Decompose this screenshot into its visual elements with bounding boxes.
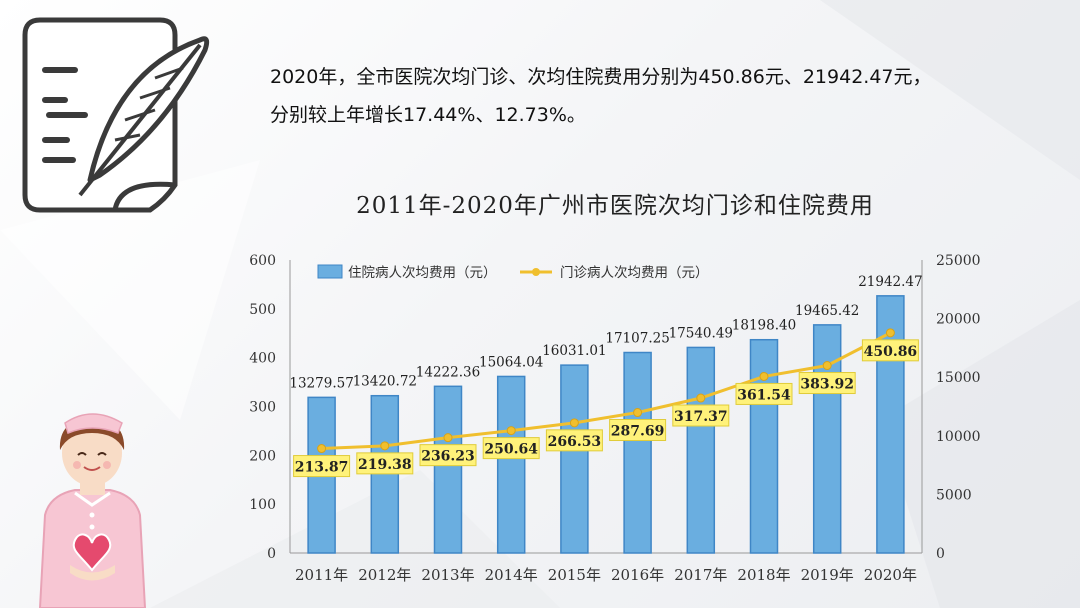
legend-line-marker (532, 268, 540, 276)
x-tick-label: 2015年 (548, 566, 601, 584)
legend-bar-label: 住院病人次均费用（元） (348, 265, 497, 281)
y-left-tick-label: 0 (267, 546, 276, 562)
x-tick-label: 2011年 (295, 566, 348, 584)
line-value-label-box (735, 382, 793, 405)
line-value-label: 219.38 (358, 457, 412, 473)
line-point (633, 408, 643, 418)
bar-value-label: 21942.47 (858, 274, 922, 290)
bar-value-label: 17540.49 (669, 325, 733, 341)
y-left-tick-label: 400 (249, 351, 276, 367)
bar-value-label: 17107.25 (605, 331, 669, 347)
line-value-label-box (482, 437, 540, 460)
line-point (569, 418, 579, 428)
notepad-feather-icon (22, 17, 210, 213)
x-tick-label: 2019年 (801, 566, 854, 584)
line-value-label-box (356, 452, 414, 475)
line-value-label: 317.37 (674, 409, 728, 425)
line-value-label: 250.64 (484, 442, 538, 458)
y-right-tick-label: 25000 (936, 253, 981, 269)
y-right-tick-label: 20000 (936, 312, 981, 328)
y-left-tick-label: 300 (249, 400, 276, 416)
line-value-label-box (609, 419, 667, 442)
line-point (443, 433, 453, 443)
intro-line-1: 2020年，全市医院次均门诊、次均住院费用分别为450.86元、21942.47… (270, 66, 932, 88)
line-value-label-box (293, 455, 351, 478)
x-tick-label: 2020年 (864, 566, 917, 584)
line-value-label-box (419, 444, 477, 467)
bar-value-label: 13420.72 (353, 374, 417, 390)
line-value-label: 287.69 (611, 424, 665, 440)
y-left-tick-label: 100 (249, 497, 276, 513)
x-tick-label: 2017年 (674, 566, 727, 584)
y-right-tick-label: 10000 (936, 429, 981, 445)
bar-value-label: 19465.42 (795, 303, 859, 319)
x-tick-label: 2014年 (485, 566, 538, 584)
line-point (506, 426, 516, 436)
y-left-tick-label: 500 (249, 302, 276, 318)
bar-value-label: 18198.40 (732, 318, 796, 334)
line-value-label-box (798, 372, 856, 395)
line-point (822, 361, 832, 371)
legend-bar-swatch (317, 264, 343, 279)
legend-line-label: 门诊病人次均费用（元） (560, 265, 709, 281)
line-series (321, 331, 892, 451)
line-value-label: 383.92 (800, 377, 854, 393)
intro-line-2: 分别较上年增长17.44%、12.73%。 (270, 104, 586, 126)
bar-value-label: 14222.36 (416, 364, 480, 380)
x-tick-label: 2013年 (421, 566, 474, 584)
x-tick-label: 2016年 (611, 566, 664, 584)
line-point (885, 328, 895, 338)
intro-text: 2020年，全市医院次均门诊、次均住院费用分别为450.86元、21942.47… (270, 58, 1050, 134)
bar-value-label: 13279.57 (289, 375, 353, 391)
bar (686, 346, 716, 554)
line-point (380, 441, 390, 451)
bar-value-label: 15064.04 (479, 354, 543, 370)
line-value-label-box (861, 339, 919, 362)
line-value-label: 213.87 (295, 460, 349, 476)
y-right-tick-label: 5000 (936, 487, 972, 503)
bar (749, 338, 779, 554)
bar-value-label: 16031.01 (542, 343, 606, 359)
y-right-tick-label: 15000 (936, 370, 981, 386)
line-value-label: 266.53 (548, 434, 602, 450)
line-value-label-box (545, 429, 603, 452)
y-left-tick-label: 600 (249, 253, 276, 269)
line-value-label: 236.23 (421, 449, 475, 465)
line-value-label: 361.54 (737, 387, 791, 403)
line-point (317, 444, 327, 454)
chart-title: 2011年-2020年广州市医院次均门诊和住院费用 (356, 193, 874, 219)
line-point (696, 393, 706, 403)
line-value-label-box (672, 404, 730, 427)
bar (496, 375, 526, 554)
x-tick-label: 2018年 (737, 566, 790, 584)
line-point (759, 371, 769, 381)
bar (623, 351, 652, 554)
x-tick-label: 2012年 (358, 566, 411, 584)
line-value-label: 450.86 (864, 344, 918, 360)
bar (560, 364, 589, 554)
bar (433, 385, 463, 554)
y-right-tick-label: 0 (936, 546, 945, 562)
nurse-heart-illustration (38, 413, 147, 608)
y-left-tick-label: 200 (249, 448, 276, 464)
